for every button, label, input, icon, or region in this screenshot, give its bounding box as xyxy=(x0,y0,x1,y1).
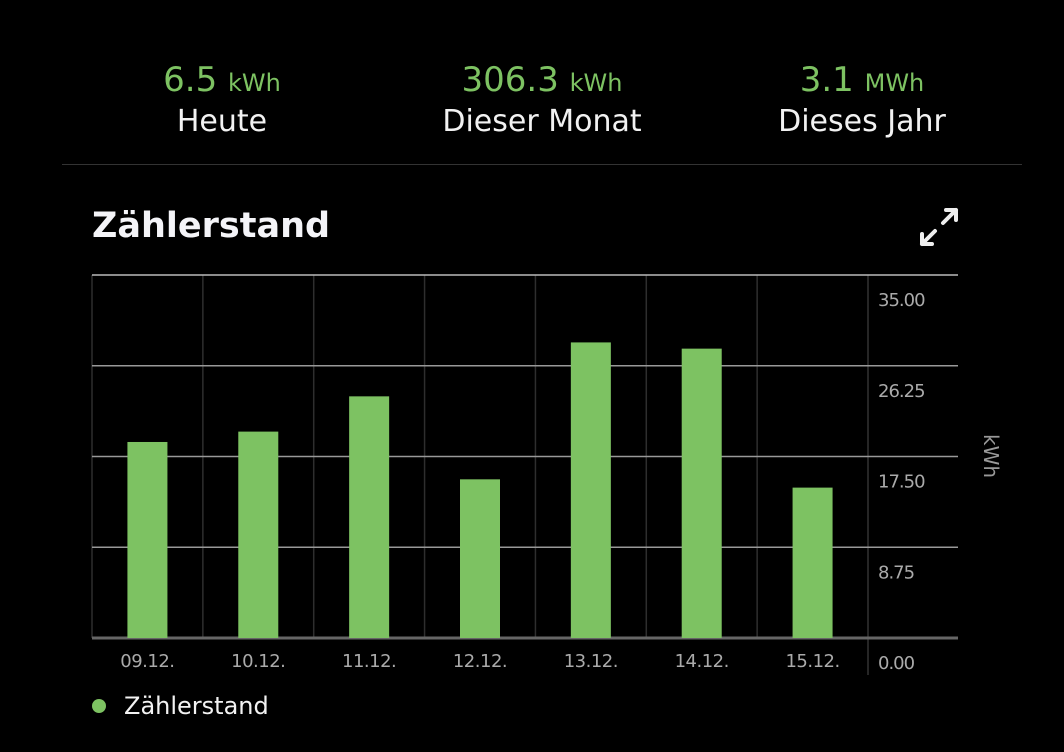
x-tick-label: 09.12. xyxy=(120,651,174,672)
bar xyxy=(127,441,168,638)
x-tick-label: 10.12. xyxy=(231,651,285,672)
x-tick-label: 11.12. xyxy=(342,651,396,672)
y-tick-label: 8.75 xyxy=(878,562,914,583)
y-tick-label: 0.00 xyxy=(878,653,915,674)
y-axis-label: kWh xyxy=(979,434,1003,478)
stat-value: 306.3 kWh xyxy=(461,60,623,100)
x-tick-label: 15.12. xyxy=(785,651,839,672)
expand-button[interactable] xyxy=(918,206,960,248)
y-tick-label: 35.00 xyxy=(878,290,925,311)
divider xyxy=(62,164,1022,165)
legend-label: Zählerstand xyxy=(124,692,269,720)
stat-today: 6.5 kWh Heute xyxy=(72,60,372,141)
bar xyxy=(681,348,722,638)
y-tick-label: 26.25 xyxy=(878,381,925,402)
bar xyxy=(792,487,833,638)
stat-month: 306.3 kWh Dieser Monat xyxy=(392,60,692,141)
stat-label: Dieses Jahr xyxy=(778,104,946,139)
stat-year: 3.1 MWh Dieses Jahr xyxy=(712,60,1012,141)
bar xyxy=(460,479,500,638)
bar xyxy=(570,342,611,638)
x-tick-label: 14.12. xyxy=(675,651,729,672)
legend-dot xyxy=(92,699,106,713)
stat-label: Dieser Monat xyxy=(442,104,642,139)
x-tick-label: 12.12. xyxy=(453,651,507,672)
bar xyxy=(238,431,279,638)
expand-icon xyxy=(920,208,958,246)
x-tick-label: 13.12. xyxy=(564,651,618,672)
chart-title: Zählerstand xyxy=(92,206,331,246)
y-tick-label: 17.50 xyxy=(878,472,925,493)
legend: Zählerstand xyxy=(92,692,269,720)
stat-value: 3.1 MWh xyxy=(799,60,925,100)
stat-label: Heute xyxy=(176,104,268,139)
stat-value: 6.5 kWh xyxy=(163,60,281,100)
bar xyxy=(349,396,390,638)
